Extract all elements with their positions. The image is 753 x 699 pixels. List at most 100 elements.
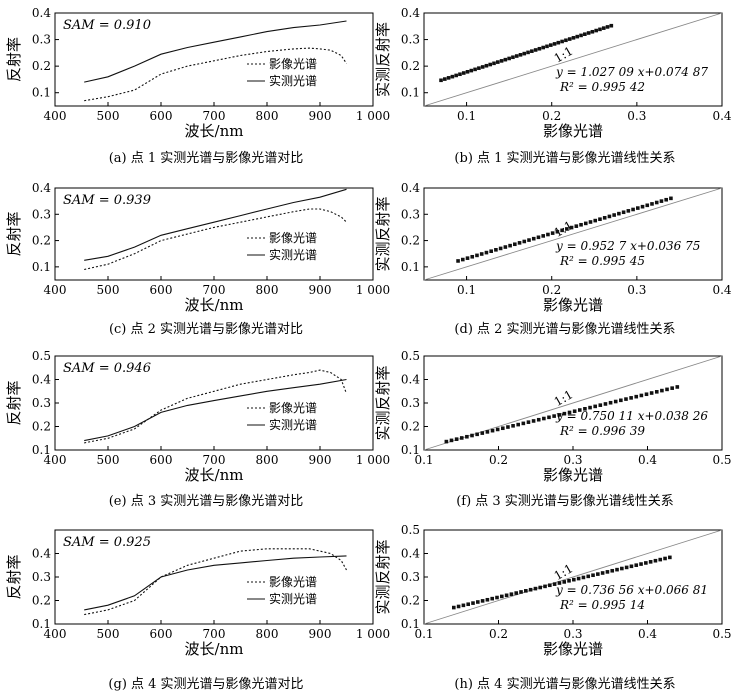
x-tick-label: 0.3 [627,283,646,297]
scatter-point [465,434,469,439]
scatter-point [593,404,597,409]
scatter-point [449,438,454,443]
x-axis-label: 影像光谱 [543,122,603,140]
x-tick-label: 900 [309,627,332,641]
scatter-point [654,390,659,394]
y-axis-label: 反射率 [5,380,23,425]
scatter-point [484,250,489,255]
scatter-point [621,210,626,215]
legend-label: 实测光谱 [269,73,317,88]
legend-label: 实测光谱 [269,591,317,606]
scatter-point [594,28,598,33]
scatter-point [575,34,580,39]
scatter-point [494,248,498,252]
panel-c: 400 500 600 700 800 900 1 000 0.1 0.2 0.3 0.4 波长/nm… [5,181,390,337]
scatter-point [480,65,485,69]
scatter-point [461,603,466,608]
scatter-point [598,217,602,222]
y-tick-label: 0.1 [401,86,420,100]
x-tick-label: 0.4 [638,453,657,467]
legend-label: 实测光谱 [269,417,317,432]
y-axis-label: 反射率 [5,211,23,256]
x-tick-label: 500 [97,627,120,641]
scatter-point [560,228,564,233]
x-tick-label: 700 [203,109,226,123]
y-tick-label: 0.2 [32,594,51,608]
scatter-point [552,414,556,418]
x-tick-label: 1 000 [356,109,390,123]
scatter-point [473,67,477,72]
x-tick-label: 1 000 [356,453,390,467]
scatter-point [507,56,511,61]
x-tick-label: 0.1 [457,283,476,297]
scatter-point [557,581,562,585]
scatter-point [572,409,577,414]
scatter-point [470,254,475,259]
r-squared: R² = 0.995 14 [559,598,645,612]
y-tick-label: 0.2 [401,234,420,248]
x-tick-label: 700 [203,283,226,297]
scatter-point [588,220,593,224]
y-tick-label: 0.3 [32,33,51,47]
x-tick-label: 0.4 [638,627,657,641]
y-tick-label: 0.2 [32,234,51,248]
scatter-point [488,62,493,67]
scatter-point [644,392,649,397]
scatter-point [557,413,562,417]
scatter-point [501,426,505,431]
y-tick-label: 0.4 [32,547,51,561]
scatter-point [631,207,635,212]
scatter-point [547,415,551,420]
scatter-point [546,232,550,237]
x-tick-label: 700 [203,627,226,641]
series-line-2 [84,188,347,261]
scatter-point [477,66,481,70]
scatter-point [471,601,475,605]
x-tick-label: 800 [256,109,279,123]
scatter-point [607,214,612,219]
panel-caption: (a) 点 1 实测光谱与影像光谱对比 [109,151,304,166]
scatter-point [593,218,598,223]
scatter-point [531,419,536,423]
y-tick-label: 0.4 [401,181,420,195]
regression-equation: y = 0.952 7 x+0.036 75 [555,239,700,253]
scatter-point [484,63,489,68]
scatter-point [490,428,495,433]
scatter-point [634,394,639,399]
y-tick-label: 0.5 [401,349,420,363]
scatter-point [526,420,531,424]
scatter-point [538,585,543,590]
x-tick-label: 0.2 [542,283,561,297]
sam-annotation: SAM = 0.946 [63,361,151,376]
scatter-point [602,216,607,220]
scatter-point [522,51,527,56]
scatter-point [541,45,545,50]
scatter-point [516,422,521,427]
regression-equation: y = 0.736 56 x+0.066 81 [555,583,708,597]
scatter-point [664,197,668,202]
x-tick-label: 0.1 [414,627,433,641]
x-tick-label: 0.2 [489,627,508,641]
one-to-one-label: 1:1 [552,561,576,583]
scatter-point [506,425,510,429]
panel-caption: (g) 点 4 实测光谱与影像光谱对比 [108,677,303,692]
panel-g: 400 500 600 700 800 900 1 000 0.1 0.2 0.3 0.4 波长/nm… [5,529,390,692]
sam-annotation: SAM = 0.910 [63,18,151,33]
x-tick-label: 600 [150,453,173,467]
scatter-point [567,410,572,415]
scatter-point [519,590,523,594]
x-axis-label: 影像光谱 [543,466,603,484]
scatter-point [456,259,460,263]
legend-label: 影像光谱 [269,231,317,245]
scatter-point [503,245,508,249]
scatter-point [498,246,503,251]
one-to-one-line [423,529,723,625]
series-line-1 [84,548,347,616]
scatter-point [543,584,547,589]
scatter-point [513,242,517,247]
scatter-point [531,236,536,241]
x-tick-label: 600 [150,627,173,641]
scatter-point [452,605,456,610]
scatter-point [524,589,528,593]
scatter-point [605,570,610,574]
